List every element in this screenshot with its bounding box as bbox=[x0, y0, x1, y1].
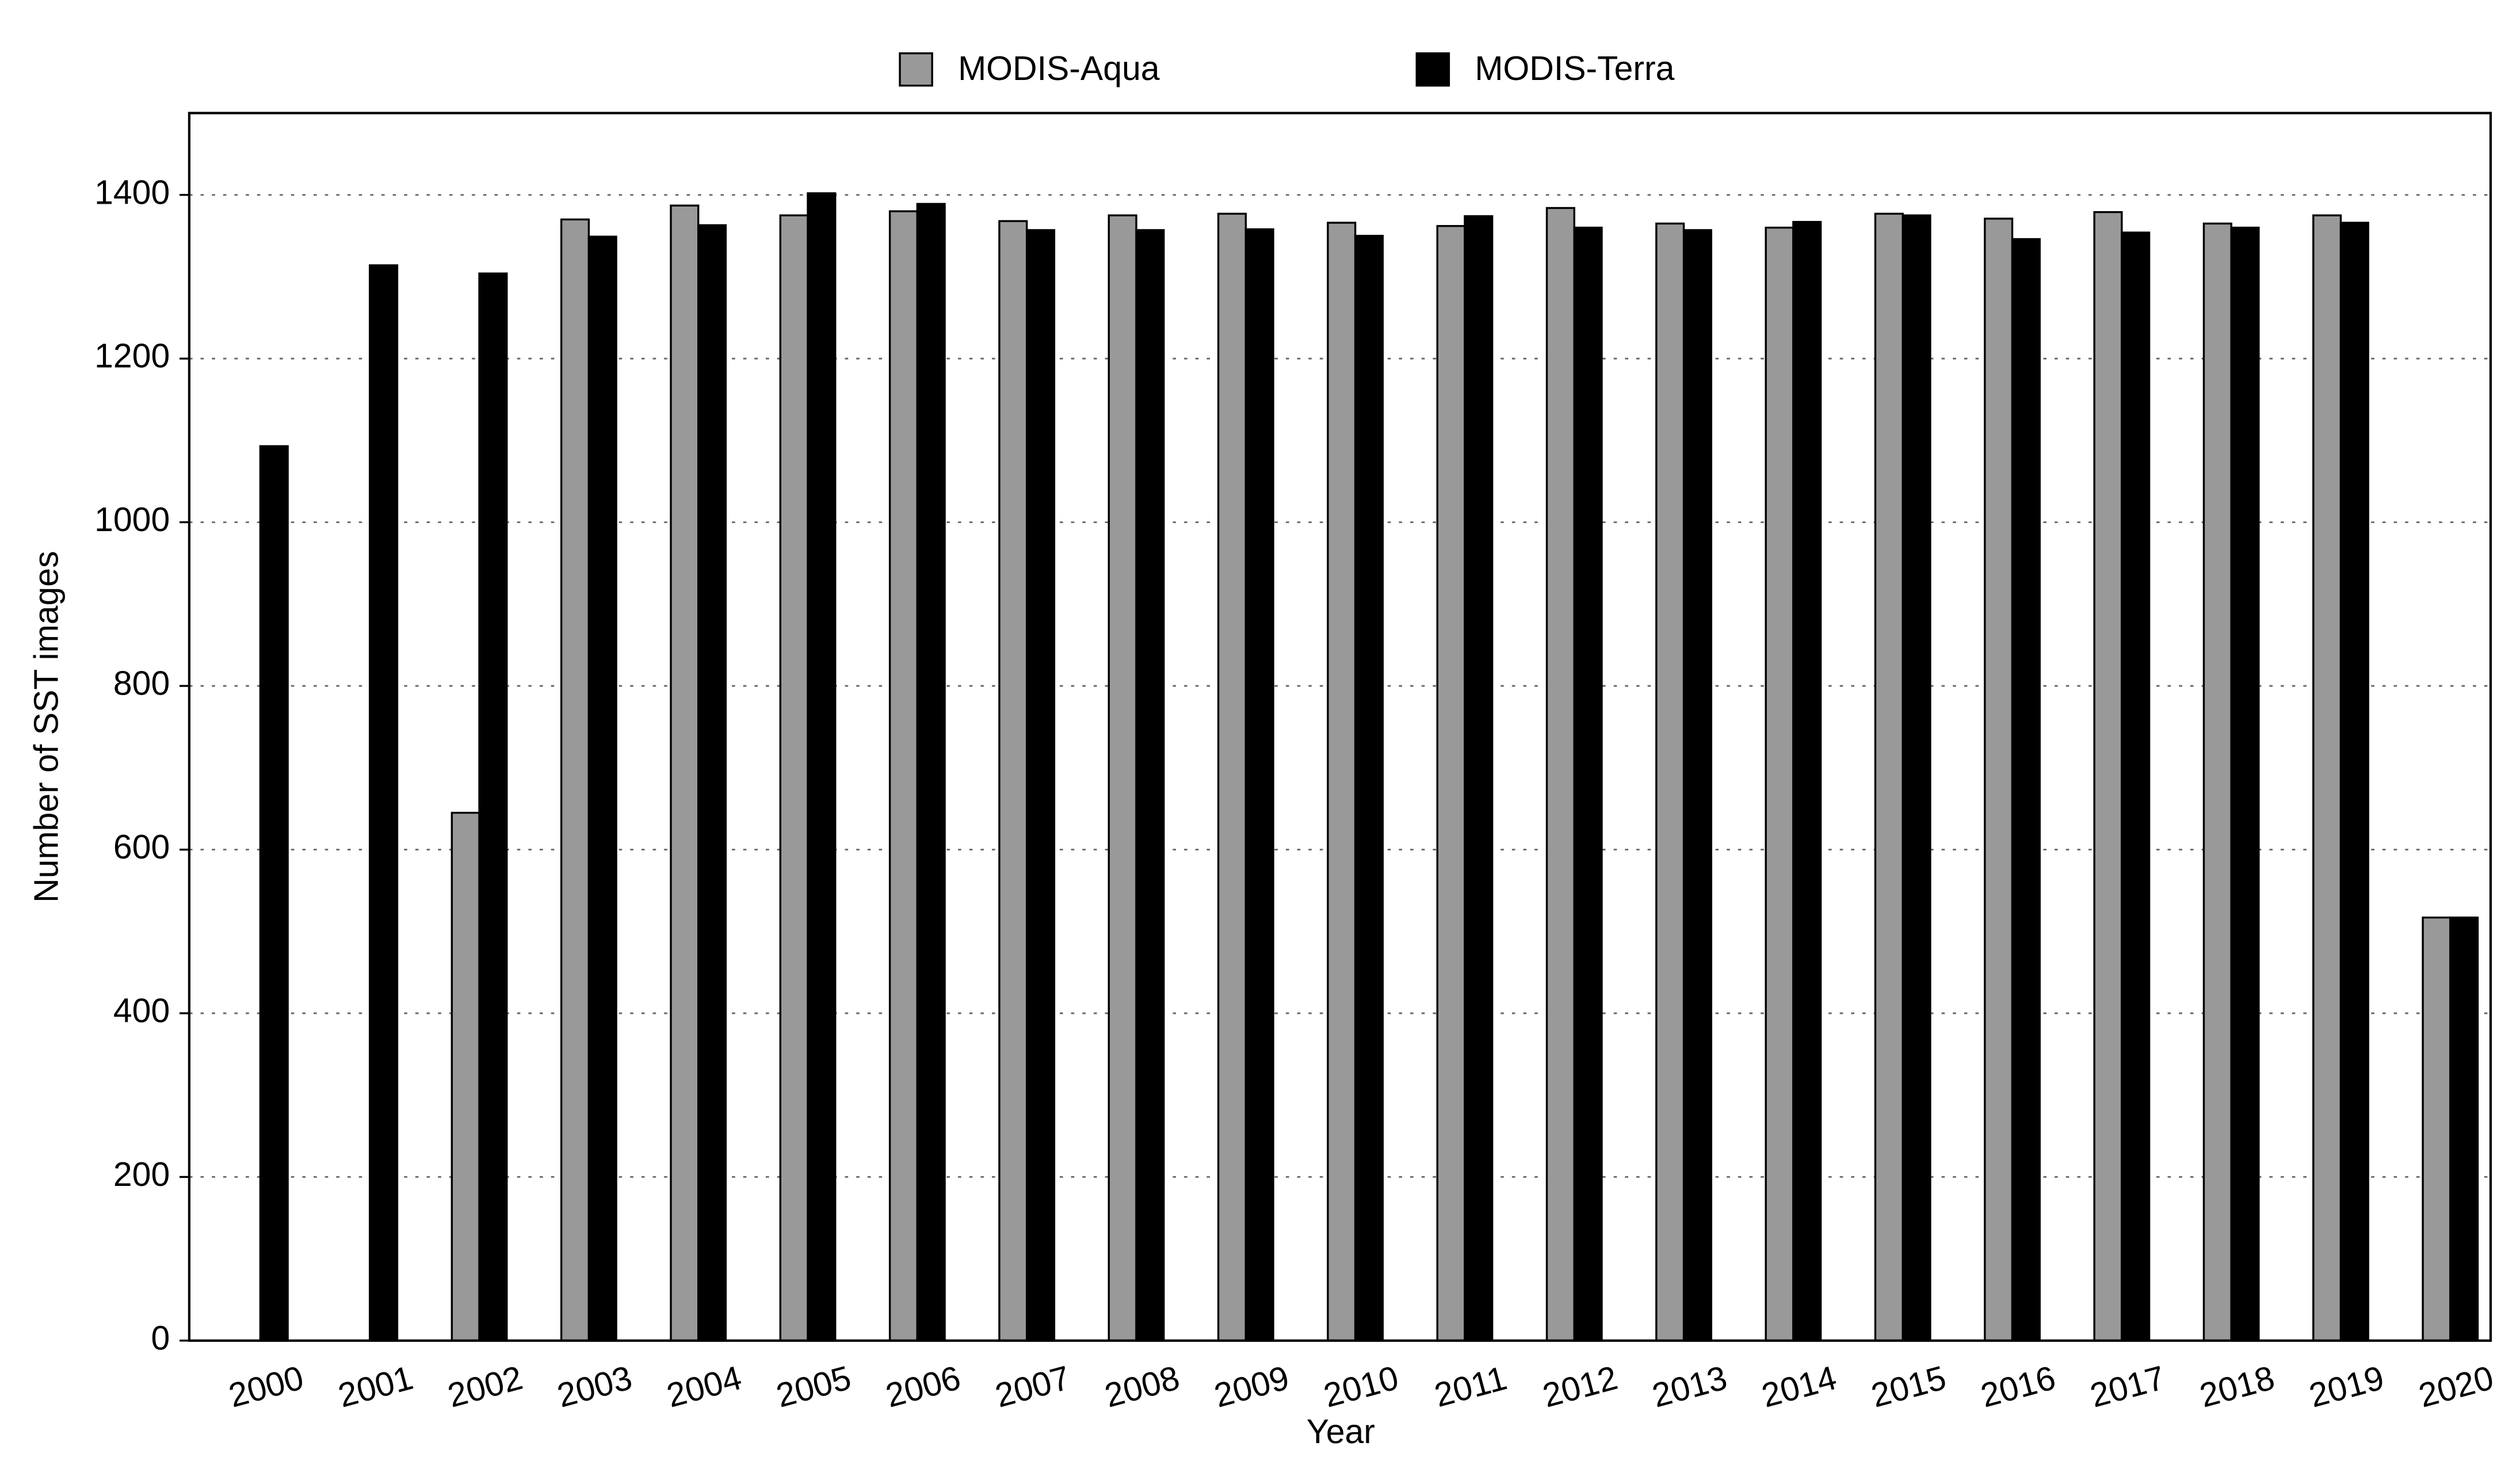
bar bbox=[888, 210, 919, 1342]
y-tick-label: 1400 bbox=[94, 174, 170, 211]
bar bbox=[697, 224, 727, 1342]
y-tick-label: 200 bbox=[113, 1156, 170, 1193]
x-tick-label: 2004 bbox=[663, 1359, 745, 1415]
x-tick-label: 2006 bbox=[882, 1359, 964, 1415]
bar bbox=[1464, 215, 1494, 1342]
bar bbox=[1025, 229, 1056, 1342]
bar bbox=[1135, 229, 1165, 1342]
bar bbox=[998, 220, 1028, 1342]
bar bbox=[2011, 238, 2041, 1342]
bar bbox=[1984, 218, 2014, 1342]
bar bbox=[369, 264, 399, 1342]
x-tick-label: 2003 bbox=[553, 1359, 636, 1415]
bar bbox=[779, 214, 809, 1342]
bar bbox=[1682, 229, 1712, 1342]
legend-swatch bbox=[899, 52, 933, 87]
bar bbox=[2422, 916, 2452, 1342]
bar bbox=[2449, 916, 2479, 1342]
bar bbox=[916, 203, 946, 1342]
x-tick-label: 2007 bbox=[991, 1359, 1074, 1415]
y-tick-label: 400 bbox=[113, 993, 170, 1030]
x-tick-label: 2005 bbox=[772, 1359, 854, 1415]
x-tick-label: 2015 bbox=[1868, 1359, 1950, 1415]
legend-swatch bbox=[1415, 52, 1450, 87]
x-tick-label: 2012 bbox=[1539, 1359, 1621, 1415]
bar bbox=[1244, 228, 1274, 1342]
bar bbox=[1354, 235, 1384, 1342]
bar bbox=[1874, 212, 1904, 1342]
x-tick-label: 2000 bbox=[225, 1359, 307, 1415]
bar bbox=[670, 204, 700, 1342]
x-tick-label: 2013 bbox=[1648, 1359, 1731, 1415]
bar bbox=[1792, 220, 1822, 1342]
bar bbox=[259, 445, 289, 1342]
bar bbox=[1765, 226, 1794, 1342]
x-tick-label: 2016 bbox=[1977, 1359, 2059, 1415]
bar bbox=[587, 235, 617, 1342]
y-tick-label: 1000 bbox=[94, 501, 170, 539]
x-tick-label: 2017 bbox=[2086, 1359, 2168, 1415]
legend-label: MODIS-Aqua bbox=[958, 50, 1160, 87]
y-axis-label: Number of SST images bbox=[28, 551, 65, 902]
bar bbox=[2230, 226, 2260, 1342]
bar bbox=[1902, 214, 1931, 1342]
bar bbox=[2093, 211, 2123, 1342]
y-tick-label: 800 bbox=[113, 665, 170, 703]
bar bbox=[450, 811, 480, 1342]
bar bbox=[560, 218, 590, 1342]
x-axis-label: Year bbox=[1307, 1413, 1375, 1451]
x-tick-label: 2002 bbox=[444, 1359, 526, 1415]
bar bbox=[2339, 222, 2369, 1342]
bar bbox=[478, 272, 508, 1342]
y-tick-label: 1200 bbox=[94, 338, 170, 375]
bar bbox=[807, 192, 837, 1342]
bar bbox=[1108, 214, 1137, 1342]
y-tick-label: 600 bbox=[113, 829, 170, 866]
x-tick-label: 2014 bbox=[1758, 1359, 1840, 1415]
x-tick-label: 2008 bbox=[1101, 1359, 1183, 1415]
bar bbox=[1436, 225, 1466, 1342]
y-tick-label: 0 bbox=[151, 1319, 170, 1357]
bar bbox=[1327, 222, 1357, 1342]
x-tick-label: 2001 bbox=[334, 1359, 417, 1415]
bar bbox=[2121, 231, 2151, 1342]
bar bbox=[1655, 222, 1685, 1342]
bar bbox=[2202, 222, 2232, 1342]
x-tick-label: 2020 bbox=[2415, 1359, 2497, 1415]
plot-frame bbox=[188, 112, 2492, 1342]
x-tick-label: 2018 bbox=[2196, 1359, 2278, 1415]
bar bbox=[1217, 212, 1247, 1342]
x-tick-label: 2009 bbox=[1211, 1359, 1293, 1415]
bar bbox=[1545, 207, 1575, 1342]
bar bbox=[2312, 214, 2342, 1342]
bar bbox=[1573, 226, 1603, 1342]
x-tick-label: 2011 bbox=[1431, 1359, 1511, 1414]
legend-label: MODIS-Terra bbox=[1475, 50, 1674, 87]
x-tick-label: 2010 bbox=[1320, 1359, 1402, 1415]
x-tick-label: 2019 bbox=[2305, 1359, 2388, 1415]
